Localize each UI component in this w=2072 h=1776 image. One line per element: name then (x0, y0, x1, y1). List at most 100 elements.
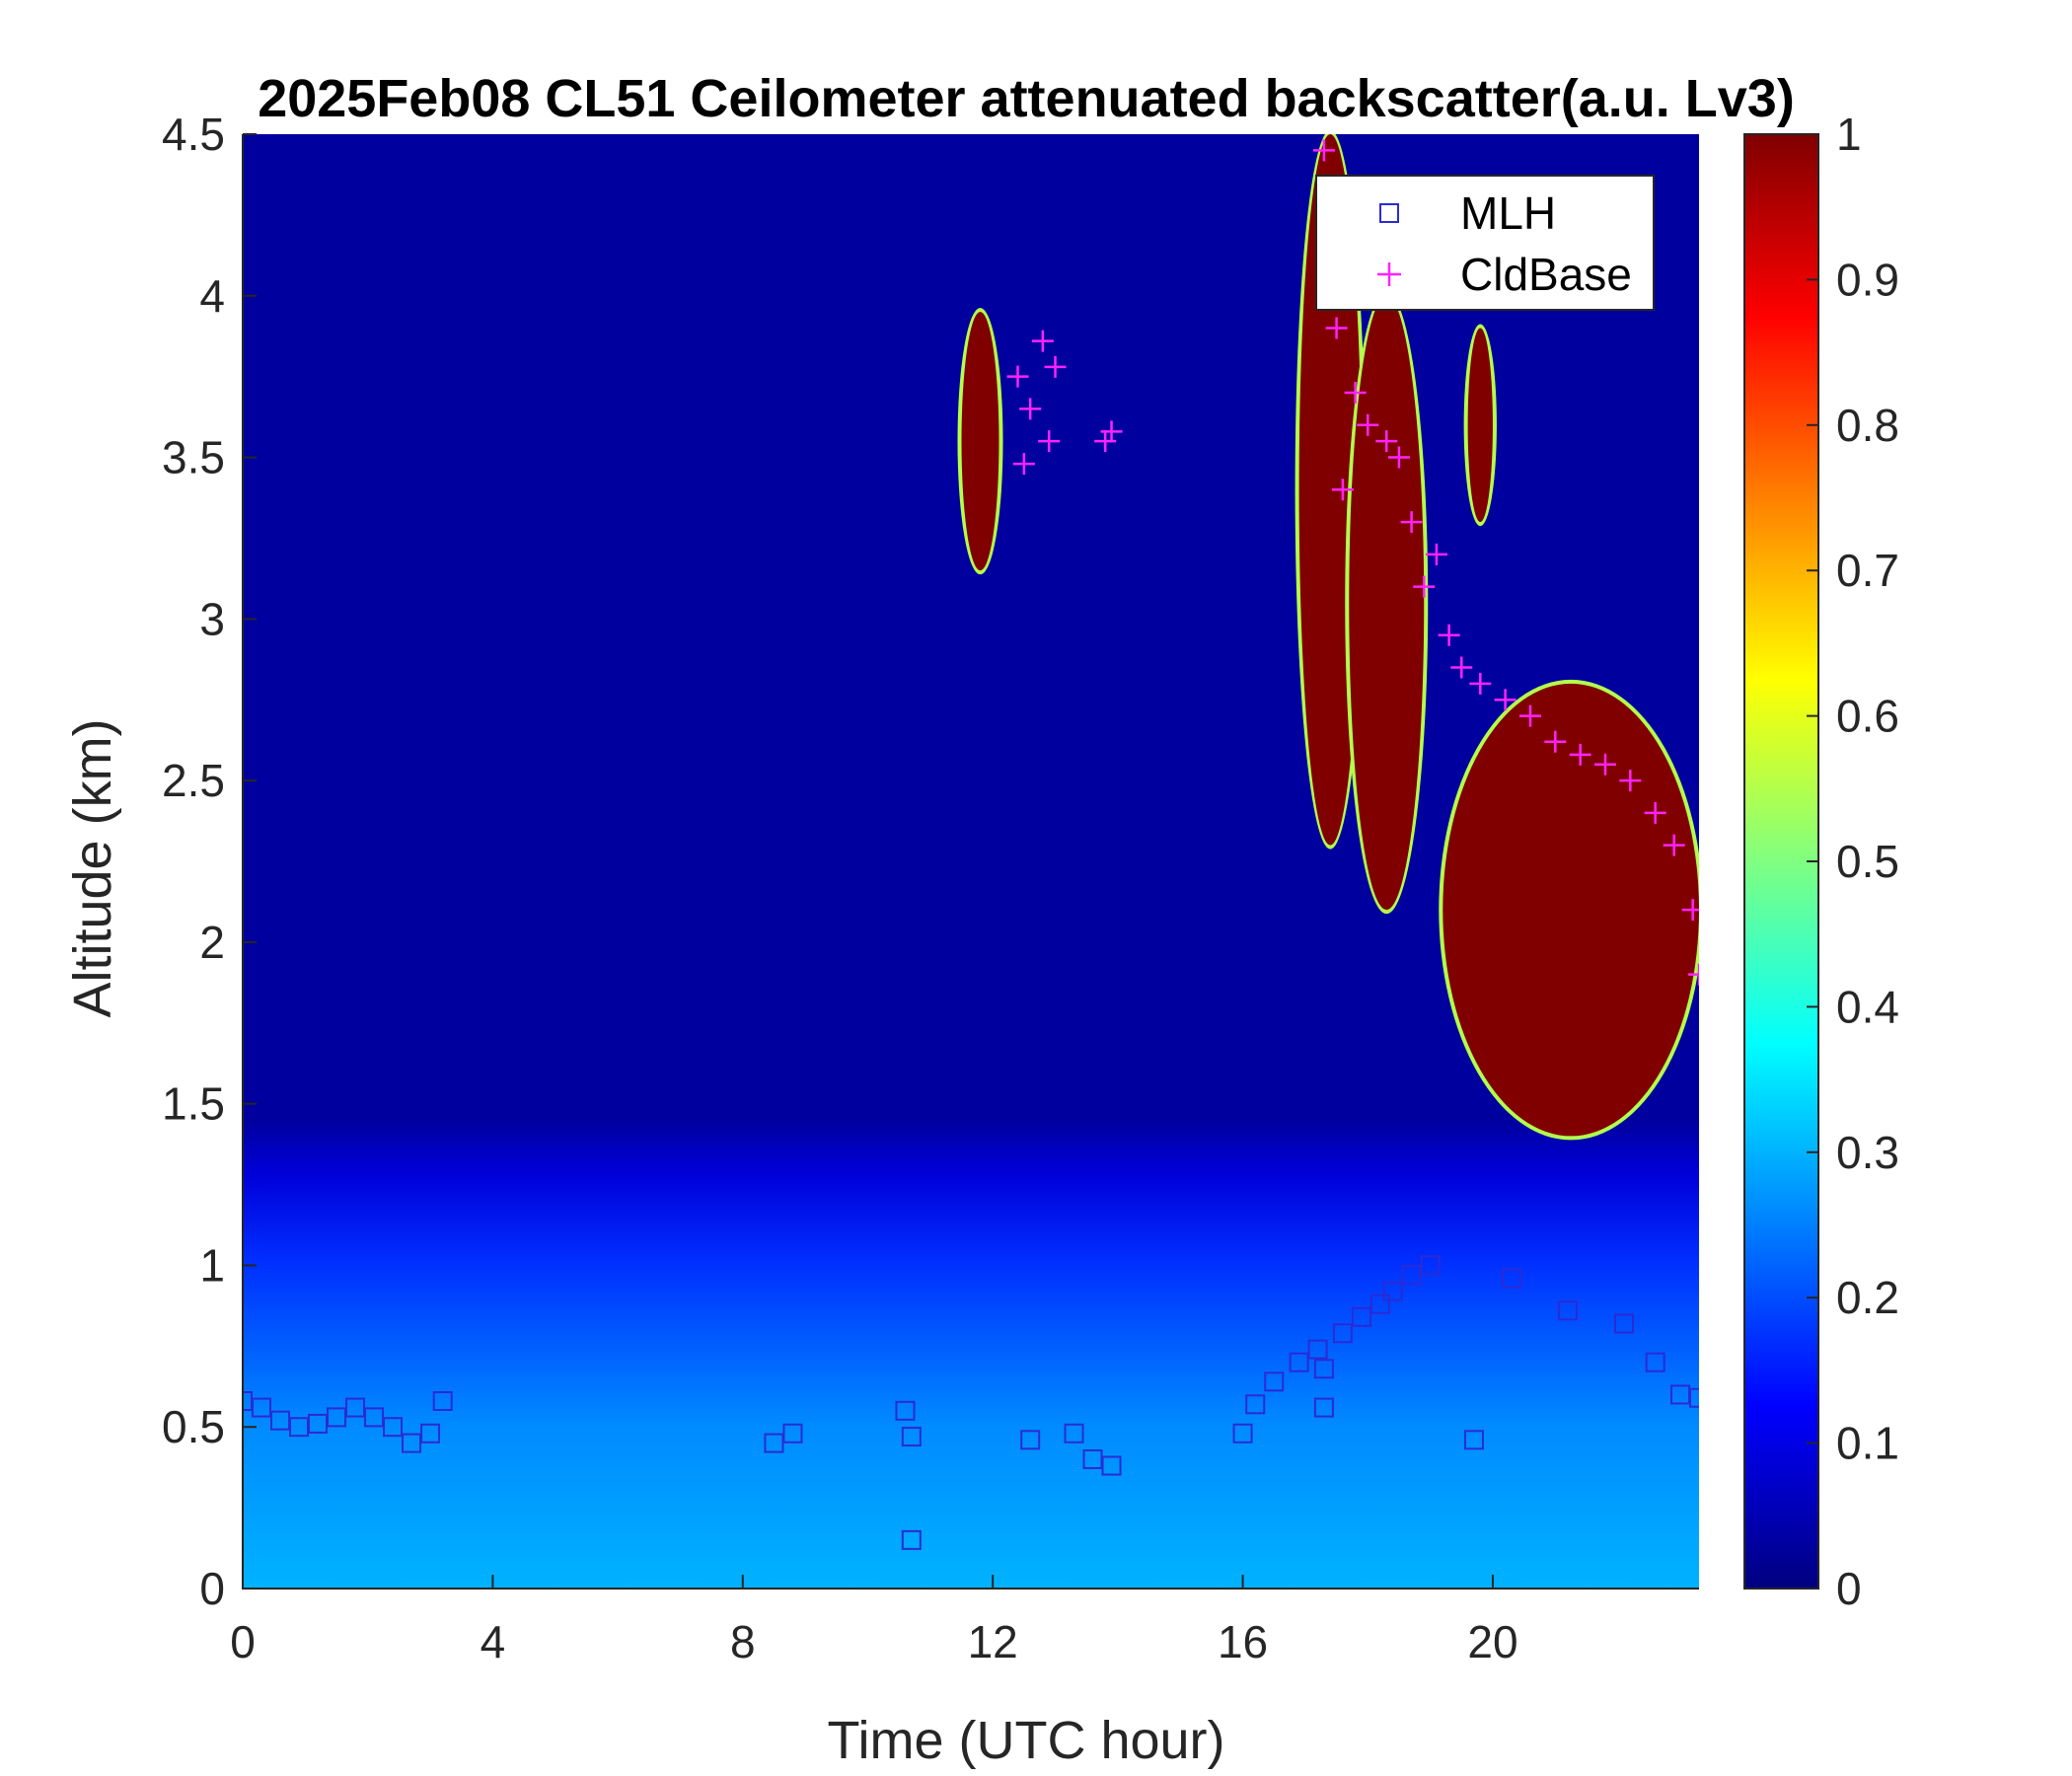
y-tick-label: 4.5 (162, 109, 225, 160)
mlh-point (1082, 1448, 1103, 1469)
mlh-point (1557, 1300, 1578, 1321)
colorbar-tick-label: 1 (1836, 109, 1862, 160)
cldbase-point (1569, 743, 1591, 766)
colorbar-strip (1743, 133, 1819, 1590)
y-tick-label: 1 (199, 1239, 225, 1291)
mlh-point (1289, 1352, 1309, 1372)
x-axis-label: Time (UTC hour) (827, 1711, 1224, 1770)
colorbar-tick-label: 0.2 (1836, 1272, 1899, 1323)
mlh-point (1351, 1306, 1371, 1327)
mlh-point (1313, 1397, 1334, 1418)
mlh-point (289, 1417, 310, 1438)
cldbase-point (1312, 139, 1335, 162)
mlh-point (1401, 1265, 1422, 1286)
mlh-point (432, 1391, 453, 1412)
mlh-point (1020, 1430, 1041, 1450)
cldbase-point (1688, 963, 1699, 986)
cldbase-point (1425, 543, 1447, 565)
mlh-point (1613, 1313, 1634, 1334)
cldbase-point (1450, 656, 1473, 679)
mlh-point (895, 1400, 916, 1421)
cldbase-point (1100, 420, 1123, 443)
cldbase-point (1644, 801, 1666, 824)
cldbase-point (1325, 317, 1348, 339)
y-tick-label: 0 (199, 1563, 225, 1614)
colorbar-tick-label: 0.9 (1836, 254, 1899, 305)
colorbar-tick-label: 0.3 (1836, 1127, 1899, 1178)
mlh-point (327, 1407, 347, 1428)
mlh-point (1101, 1455, 1122, 1476)
x-tick-label: 8 (730, 1616, 756, 1667)
boundary-layer (243, 1120, 1699, 1589)
mlh-point (782, 1423, 803, 1443)
mlh-point (270, 1410, 291, 1431)
cloud-2 (1349, 295, 1425, 911)
cldbase-point (1375, 430, 1398, 453)
mlh-point (1463, 1430, 1484, 1450)
y-tick-label: 2 (199, 917, 225, 968)
cloud-3 (1467, 328, 1493, 523)
cldbase-point (1012, 453, 1035, 476)
cldbase-point (1357, 413, 1379, 436)
colorbar-tick-label: 0.6 (1836, 691, 1899, 742)
y-tick-label: 4 (199, 270, 225, 322)
colorbar: 0 0.1 0.2 0.3 0.4 0.5 0.6 0.7 0.8 0.9 1 (1743, 109, 1899, 1614)
mlh-point (1689, 1387, 1699, 1408)
y-axis-label: Altitude (km) (63, 718, 122, 1017)
mlh-point (243, 1391, 253, 1412)
cldbase-point (1518, 704, 1541, 727)
cldbase-point (1681, 899, 1699, 922)
mlh-point (1420, 1255, 1441, 1276)
cloud-1 (1298, 134, 1362, 846)
mlh-point (1064, 1423, 1084, 1443)
legend-label: MLH (1460, 187, 1556, 239)
cldbase-point (1438, 624, 1460, 646)
mlh-point (420, 1423, 441, 1443)
colorbar-tick-label: 0 (1836, 1563, 1862, 1614)
mlh-point (1307, 1339, 1328, 1360)
x-tick-label: 12 (968, 1616, 1018, 1667)
mlh-point (1264, 1371, 1285, 1392)
legend-marker-cldbase (1377, 262, 1401, 286)
mlh-point (364, 1407, 385, 1428)
x-tick-label: 0 (230, 1616, 256, 1667)
chart-title: 2025Feb08 CL51 Ceilometer attenuated bac… (258, 69, 1795, 128)
cloud-4 (1443, 683, 1699, 1137)
mlh-point (345, 1397, 366, 1418)
mlh-point (1382, 1281, 1403, 1301)
y-tick-label: 2.5 (162, 755, 225, 806)
y-tick-label: 3.5 (162, 432, 225, 483)
x-tick-label: 16 (1218, 1616, 1268, 1667)
plot-area (243, 134, 1699, 1589)
legend-box (1315, 175, 1655, 311)
series-cldbase (1006, 139, 1699, 986)
legend-marker-mlh (1379, 203, 1399, 223)
cldbase-point (1031, 330, 1054, 352)
mlh-point (252, 1397, 272, 1418)
mlh-point (1332, 1323, 1353, 1344)
mlh-point (1645, 1352, 1665, 1372)
y-tick-label: 1.5 (162, 1078, 225, 1130)
cldbase-point (1344, 382, 1367, 405)
cloud-0 (961, 312, 999, 571)
mlh-point (402, 1433, 422, 1453)
x-tick-label: 4 (481, 1616, 506, 1667)
cldbase-point (1400, 511, 1423, 534)
cldbase-point (1038, 430, 1061, 453)
colorbar-tick-label: 0.5 (1836, 836, 1899, 887)
axes: 0 4 8 12 16 20 0 0.5 1 1.5 2 2.5 3 3.5 4 4.5 (162, 109, 1699, 1667)
cldbase-point (1387, 446, 1410, 469)
cldbase-point (1469, 672, 1492, 695)
mlh-point (1501, 1268, 1521, 1289)
y-tick-label: 3 (199, 593, 225, 644)
mlh-point (308, 1413, 329, 1434)
cldbase-point (1619, 770, 1642, 792)
legend: MLH CldBase (1315, 175, 1655, 311)
mlh-point (764, 1433, 784, 1453)
colorbar-tick-label: 0.1 (1836, 1418, 1899, 1469)
series-markers (243, 139, 1699, 1550)
colorbar-tick-label: 0.8 (1836, 400, 1899, 451)
cldbase-point (1331, 479, 1354, 501)
